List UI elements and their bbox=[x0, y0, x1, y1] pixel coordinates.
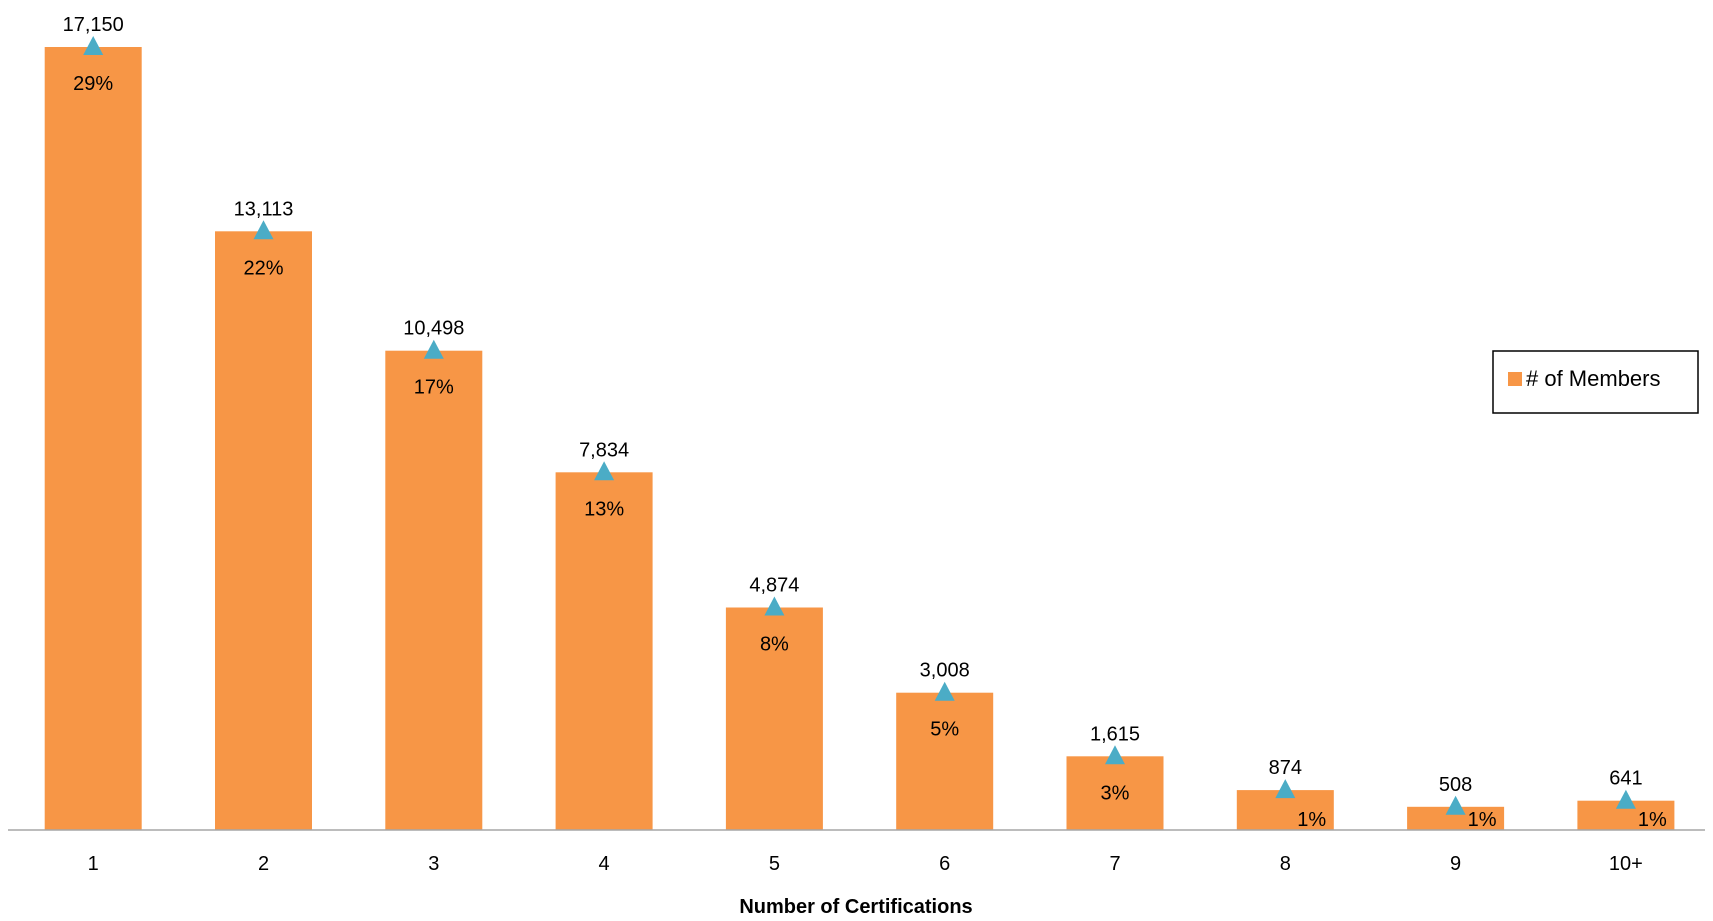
percent-label-6: 5% bbox=[930, 719, 959, 741]
x-tick-6: 6 bbox=[939, 853, 950, 875]
bar-6 bbox=[896, 692, 994, 830]
percent-label-5: 8% bbox=[760, 634, 789, 656]
percent-label-10+: 1% bbox=[1638, 809, 1667, 831]
x-tick-7: 7 bbox=[1109, 853, 1120, 875]
value-label-9: 508 bbox=[1439, 774, 1472, 796]
percent-label-8: 1% bbox=[1297, 809, 1326, 831]
percent-label-3: 17% bbox=[414, 377, 454, 399]
percent-label-1: 29% bbox=[73, 73, 113, 95]
value-label-4: 7,834 bbox=[579, 439, 629, 461]
legend: # of Members bbox=[1492, 350, 1699, 414]
x-tick-1: 1 bbox=[88, 853, 99, 875]
x-tick-3: 3 bbox=[428, 853, 439, 875]
percent-label-9: 1% bbox=[1468, 809, 1497, 831]
x-axis-title: Number of Certifications bbox=[739, 896, 972, 916]
labels-layer: 17,150 29% 13,113 22% 10,498 17% 7,834 13% 4,874… bbox=[63, 14, 1667, 831]
marker-7 bbox=[1105, 745, 1125, 765]
marker-3 bbox=[423, 339, 444, 359]
percent-label-7: 3% bbox=[1101, 782, 1130, 804]
value-label-2: 13,113 bbox=[234, 198, 294, 220]
x-tick-labels: 1 2 3 4 5 6 7 8 9 10+ bbox=[88, 853, 1643, 875]
x-tick-2: 2 bbox=[258, 853, 269, 875]
bar-5 bbox=[725, 607, 823, 830]
legend-swatch bbox=[1508, 372, 1522, 386]
bar-7 bbox=[1066, 756, 1164, 830]
x-tick-9: 9 bbox=[1450, 853, 1461, 875]
bar-1 bbox=[44, 47, 142, 830]
bar-3 bbox=[385, 350, 483, 830]
marker-4 bbox=[594, 461, 615, 481]
bar-4 bbox=[555, 472, 653, 830]
marker-2 bbox=[253, 220, 274, 240]
value-label-5: 4,874 bbox=[749, 575, 799, 597]
value-label-8: 874 bbox=[1269, 757, 1302, 779]
marker-6 bbox=[934, 681, 955, 701]
legend-label: # of Members bbox=[1526, 366, 1661, 391]
marker-10+ bbox=[1615, 789, 1636, 809]
legend-box bbox=[1492, 350, 1699, 414]
x-tick-8: 8 bbox=[1280, 853, 1291, 875]
value-label-6: 3,008 bbox=[920, 660, 970, 682]
marker-1 bbox=[83, 36, 104, 55]
value-label-3: 10,498 bbox=[403, 318, 464, 340]
marker-8 bbox=[1275, 779, 1296, 799]
x-tick-4: 4 bbox=[599, 853, 610, 875]
marker-9 bbox=[1445, 795, 1466, 815]
x-tick-10+: 10+ bbox=[1609, 853, 1643, 875]
marker-5 bbox=[764, 596, 785, 616]
bar-2 bbox=[215, 231, 312, 831]
x-tick-5: 5 bbox=[769, 853, 780, 875]
percent-label-2: 22% bbox=[243, 257, 283, 279]
value-label-10+: 641 bbox=[1609, 768, 1642, 790]
value-label-1: 17,150 bbox=[63, 14, 124, 36]
value-label-7: 1,615 bbox=[1090, 723, 1140, 745]
bars-layer bbox=[44, 47, 1675, 831]
bar-9 bbox=[1407, 806, 1505, 830]
percent-label-4: 13% bbox=[584, 498, 624, 520]
